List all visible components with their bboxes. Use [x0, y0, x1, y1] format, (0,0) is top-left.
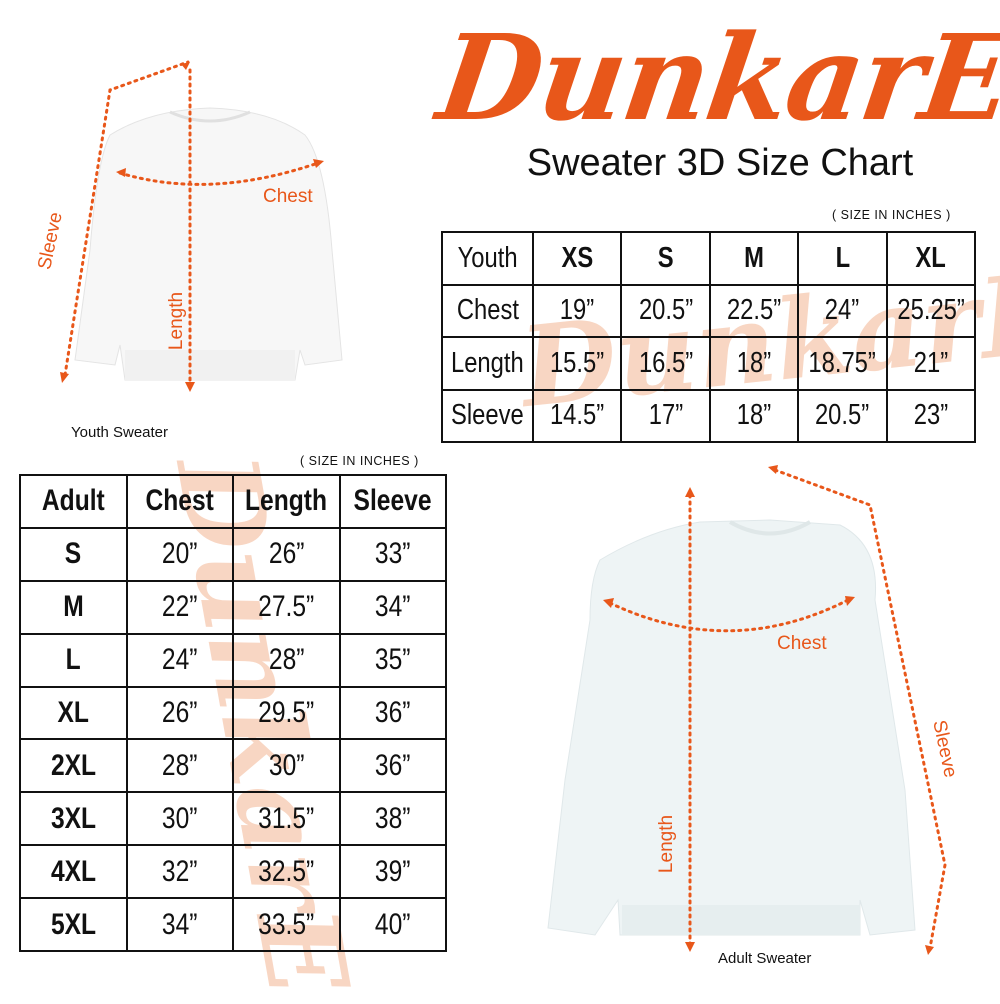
table-row: S 20” 26” 33” — [19, 526, 447, 582]
row-label: 3XL — [19, 791, 128, 847]
table-cell: 34” — [125, 897, 234, 952]
row-label: Length — [440, 336, 535, 391]
table-cell: 27.5” — [232, 579, 341, 635]
table-cell: 31.5” — [232, 791, 341, 847]
row-label: 2XL — [19, 738, 128, 794]
table-cell: 22” — [125, 579, 234, 635]
table-cell: 28” — [232, 632, 341, 688]
table-row: Sleeve 14.5” 17” 18” 20.5” 23” — [440, 388, 977, 443]
table-cell: 20.5” — [620, 283, 711, 338]
table-cell: 29.5” — [232, 685, 341, 741]
table-row: Chest 19” 20.5” 22.5” 24” 25.25” — [440, 283, 977, 338]
table-cell: 36” — [338, 738, 447, 794]
table-cell: 23” — [885, 388, 977, 443]
table-cell: 18” — [708, 336, 800, 391]
adult-size-table: Adult Chest Length Sleeve S 20” 26” 33” M 22”… — [19, 474, 447, 952]
table-row: 5XL 34” 33.5” 40” — [19, 897, 447, 952]
adult-chest-label: Chest — [777, 633, 827, 654]
table-row: 2XL 28” 30” 36” — [19, 738, 447, 794]
table-cell: 28” — [125, 738, 234, 794]
adult-caption: Adult Sweater — [718, 950, 812, 967]
table-row: M 22” 27.5” 34” — [19, 579, 447, 635]
table-cell: 21” — [885, 336, 977, 391]
row-label: 5XL — [19, 897, 128, 952]
table-header-row: Adult Chest Length Sleeve — [19, 474, 447, 529]
row-label: XL — [19, 685, 128, 741]
page-title: Sweater 3D Size Chart — [526, 142, 914, 184]
table-cell: 35” — [338, 632, 447, 688]
youth-sweater-illustration — [60, 60, 343, 392]
header-cell: M — [708, 231, 800, 286]
table-cell: 20” — [125, 526, 234, 582]
row-label: M — [19, 579, 128, 635]
table-row: XL 26” 29.5” 36” — [19, 685, 447, 741]
brand-logo: DunkarE — [430, 8, 1000, 147]
header-cell: L — [797, 231, 888, 286]
table-cell: 33” — [338, 526, 447, 582]
table-cell: 36” — [338, 685, 447, 741]
row-label: S — [19, 526, 128, 582]
youth-caption: Youth Sweater — [71, 424, 169, 441]
table-cell: 38” — [338, 791, 447, 847]
table-cell: 22.5” — [708, 283, 800, 338]
youth-units-note: ( SIZE IN INCHES ) — [832, 208, 951, 222]
table-cell: 18.75” — [797, 336, 888, 391]
header-cell: S — [620, 231, 711, 286]
table-cell: 15.5” — [532, 336, 623, 391]
youth-chest-label: Chest — [263, 186, 313, 207]
table-cell: 30” — [232, 738, 341, 794]
adult-sweater-illustration — [547, 465, 947, 955]
table-cell: 20.5” — [797, 388, 888, 443]
header-cell: Adult — [19, 474, 128, 529]
youth-size-table: Youth XS S M L XL Chest 19” 20.5” 22.5” … — [440, 231, 977, 443]
table-row: L 24” 28” 35” — [19, 632, 447, 688]
header-cell: Youth — [440, 231, 535, 286]
table-cell: 34” — [338, 579, 447, 635]
table-cell: 32” — [125, 844, 234, 900]
row-label: 4XL — [19, 844, 128, 900]
table-cell: 24” — [125, 632, 234, 688]
table-cell: 16.5” — [620, 336, 711, 391]
header-cell: Sleeve — [338, 474, 447, 529]
table-row: Length 15.5” 16.5” 18” 18.75” 21” — [440, 336, 977, 391]
table-cell: 39” — [338, 844, 447, 900]
row-label: Sleeve — [440, 388, 535, 443]
header-cell: XS — [532, 231, 623, 286]
row-label: Chest — [440, 283, 535, 338]
table-row: 4XL 32” 32.5” 39” — [19, 844, 447, 900]
table-cell: 24” — [797, 283, 888, 338]
header-cell: XL — [885, 231, 977, 286]
table-cell: 19” — [532, 283, 623, 338]
adult-length-label: Length — [656, 814, 678, 874]
row-label: L — [19, 632, 128, 688]
table-cell: 17” — [620, 388, 711, 443]
table-cell: 18” — [708, 388, 800, 443]
table-cell: 14.5” — [532, 388, 623, 443]
table-cell: 30” — [125, 791, 234, 847]
table-row: 3XL 30” 31.5” 38” — [19, 791, 447, 847]
table-header-row: Youth XS S M L XL — [440, 231, 977, 286]
table-cell: 25.25” — [885, 283, 977, 338]
table-cell: 26” — [125, 685, 234, 741]
table-cell: 33.5” — [232, 897, 341, 952]
header-cell: Length — [232, 474, 341, 529]
header-cell: Chest — [125, 474, 234, 529]
table-cell: 26” — [232, 526, 341, 582]
table-cell: 32.5” — [232, 844, 341, 900]
adult-units-note: ( SIZE IN INCHES ) — [300, 454, 419, 468]
table-cell: 40” — [338, 897, 447, 952]
youth-length-label: Length — [166, 291, 188, 351]
